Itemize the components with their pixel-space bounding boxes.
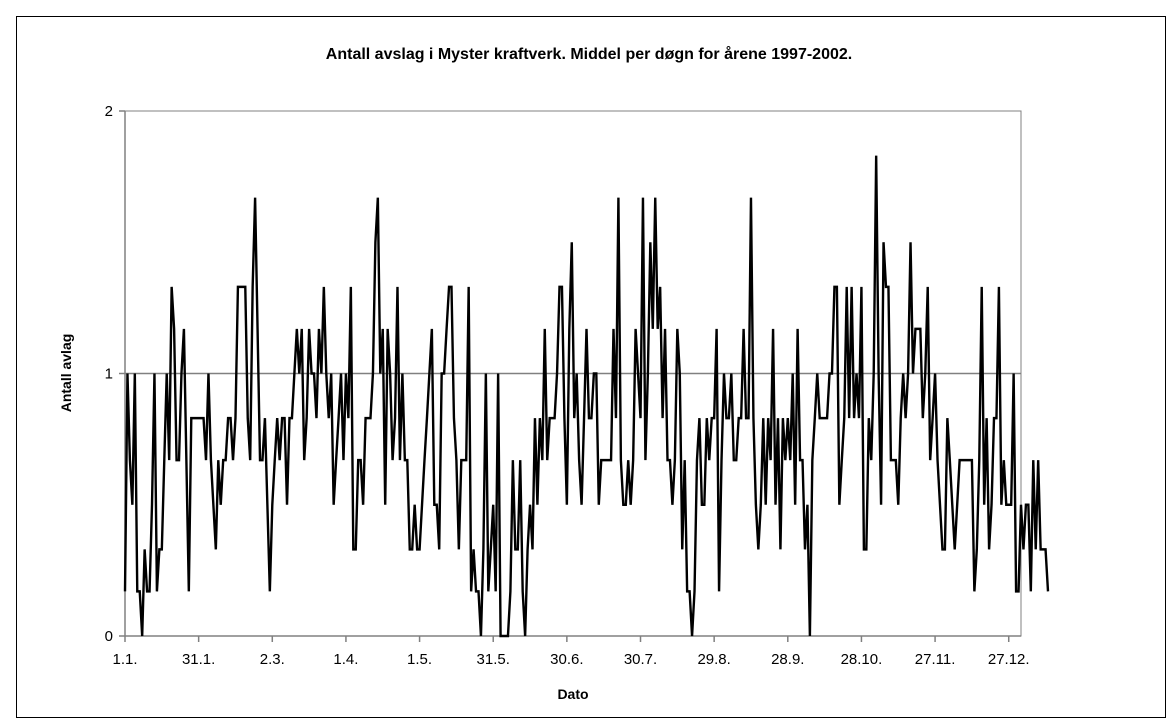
series-layer [123,155,1050,638]
line-chart: Antall avslag i Myster kraftverk. Middel… [58,45,1050,702]
x-tick-label: 27.12. [988,651,1030,668]
x-tick-label: 1.4. [333,651,358,668]
x-tick-label: 31.1. [182,651,215,668]
chart-title: Antall avslag i Myster kraftverk. Middel… [326,45,852,63]
x-tick-label: 28.9. [771,651,804,668]
x-tick-label: 1.1. [112,651,137,668]
x-tick-label: 1.5. [407,651,432,668]
y-tick-label: 0 [105,628,113,645]
series-line [123,155,1050,638]
x-axis-label: Dato [557,686,588,702]
x-tick-label: 29.8. [697,651,730,668]
y-tick-label: 2 [105,103,113,120]
y-tick-label: 1 [105,366,113,383]
y-axis-label: Antall avlag [58,334,74,413]
chart-frame: Antall avslag i Myster kraftverk. Middel… [16,16,1166,718]
x-tick-label: 30.7. [624,651,657,668]
x-tick-label: 31.5. [477,651,510,668]
x-tick-label: 30.6. [550,651,583,668]
x-tick-label: 27.11. [915,651,956,668]
x-tick-label: 28.10. [841,651,883,668]
ticks: 0 1 2 1.1. 31.1. 2.3. 1.4. 1.5. 31.5. 30.6. 30.7. 2… [105,103,1030,668]
x-tick-label: 2.3. [260,651,285,668]
